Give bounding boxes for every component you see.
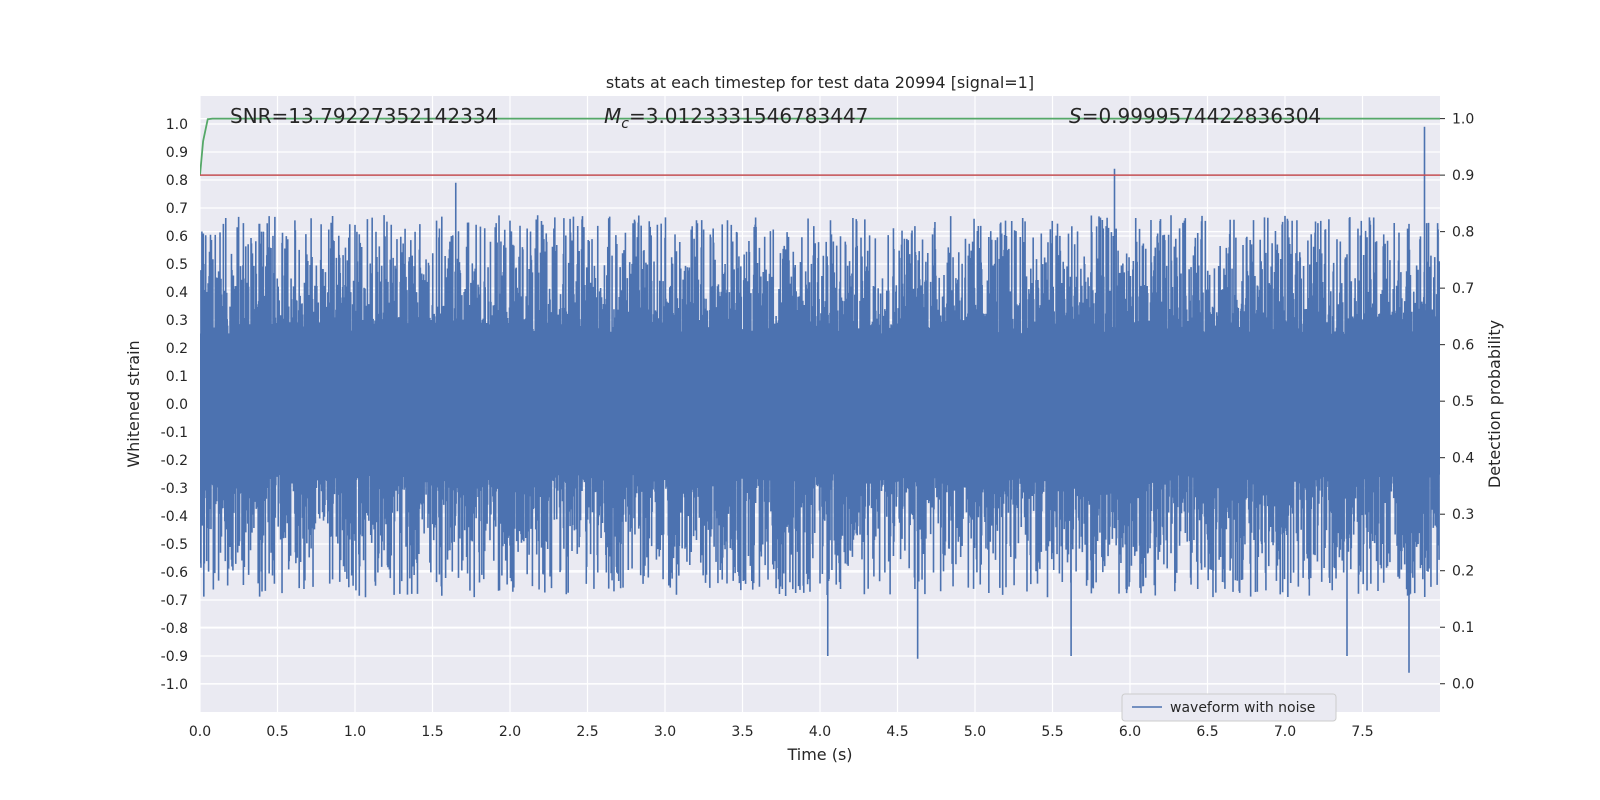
y-left-tick-label: 0.4 — [166, 285, 188, 301]
x-tick-label: 0.5 — [266, 724, 288, 740]
s-symbol: S — [1069, 104, 1082, 128]
chirp-mass-subscript: c — [621, 116, 629, 132]
y-right-tick-label: 0.3 — [1452, 507, 1474, 523]
y-left-tick-label: -0.9 — [161, 649, 188, 665]
y-left-tick-label: -0.8 — [161, 621, 188, 637]
y-right-tick-label: 0.5 — [1452, 394, 1474, 410]
waveform-core-band — [200, 342, 1440, 466]
x-tick-label: 1.5 — [421, 724, 443, 740]
x-tick-label: 2.0 — [499, 724, 521, 740]
y-left-tick-label: -1.0 — [161, 677, 188, 693]
probability-series — [200, 117, 1440, 176]
chirp-mass-value: =3.0123331546783447 — [629, 104, 868, 128]
y-right-tick-label: 0.2 — [1452, 564, 1474, 580]
y-axis-left-label: Whitened strain — [124, 340, 143, 467]
probability-line — [200, 117, 1440, 176]
y-axis-right-label: Detection probability — [1485, 320, 1504, 488]
x-tick-label: 1.0 — [344, 724, 366, 740]
x-tick-label: 5.0 — [964, 724, 986, 740]
chirp-mass-symbol: M — [604, 104, 621, 128]
x-tick-label: 4.5 — [886, 724, 908, 740]
y-left-tick-label: -0.7 — [161, 593, 188, 609]
y-left-tick-label: 0.9 — [166, 145, 188, 161]
x-tick-label: 2.5 — [576, 724, 598, 740]
chart-title: stats at each timestep for test data 209… — [606, 73, 1034, 92]
y-left-tick-label: 0.2 — [166, 341, 188, 357]
y-left-tick-label: -0.4 — [161, 509, 188, 525]
y-right-tick-label: 0.9 — [1452, 168, 1474, 184]
legend: waveform with noise — [1121, 693, 1337, 722]
y-left-tick-label: 1.0 — [166, 117, 188, 133]
y-left-tick-label: 0.6 — [166, 229, 188, 245]
x-tick-label: 7.5 — [1351, 724, 1373, 740]
s-annotation: S=0.9999574422836304 — [1069, 104, 1321, 128]
y-left-tick-label: 0.3 — [166, 313, 188, 329]
x-tick-label: 6.5 — [1196, 724, 1218, 740]
y-right-tick-label: 0.8 — [1452, 225, 1474, 241]
y-right-tick-label: 0.7 — [1452, 281, 1474, 297]
y-right-tick-label: 0.1 — [1452, 620, 1474, 636]
y-axis-left-ticks: 1.0 0.9 0.8 0.7 0.6 0.5 0.4 0.3 0.2 0.1 0.0 -0.1 -0.… — [161, 117, 188, 693]
legend-label-waveform: waveform with noise — [1170, 700, 1315, 716]
legend-box — [1121, 693, 1337, 722]
chirp-mass-annotation: Mc=3.0123331546783447 — [604, 104, 868, 132]
y-left-tick-label: -0.3 — [161, 481, 188, 497]
x-axis-ticks: 0.0 0.5 1.0 1.5 2.0 2.5 3.0 3.5 4.0 4.5 5.0 5.5 6.0 6… — [189, 724, 1374, 740]
waveform-series — [200, 126, 1440, 673]
y-right-tick-label: 0.6 — [1452, 338, 1474, 354]
snr-annotation: SNR=13.79227352142334 — [230, 104, 498, 128]
y-left-tick-label: -0.1 — [161, 425, 188, 441]
y-right-tick-label: 1.0 — [1452, 112, 1474, 128]
y-right-tick-label: 0.0 — [1452, 677, 1474, 693]
x-tick-label: 7.0 — [1274, 724, 1296, 740]
y-left-tick-label: 0.8 — [166, 173, 188, 189]
y-left-tick-label: 0.0 — [166, 397, 188, 413]
x-axis-label: Time (s) — [786, 745, 852, 764]
y-left-tick-label: -0.5 — [161, 537, 188, 553]
y-left-tick-label: 0.5 — [166, 257, 188, 273]
y-left-tick-label: -0.2 — [161, 453, 188, 469]
y-left-tick-label: 0.7 — [166, 201, 188, 217]
y-axis-right-ticks: 1.0 0.9 0.8 0.7 0.6 0.5 0.4 0.3 0.2 0.1 0.0 — [1440, 112, 1474, 693]
x-tick-label: 4.0 — [809, 724, 831, 740]
x-tick-label: 6.0 — [1119, 724, 1141, 740]
x-tick-label: 3.0 — [654, 724, 676, 740]
y-left-tick-label: 0.1 — [166, 369, 188, 385]
x-tick-label: 5.5 — [1041, 724, 1063, 740]
x-tick-label: 0.0 — [189, 724, 211, 740]
s-value: =0.9999574422836304 — [1082, 104, 1321, 128]
y-right-tick-label: 0.4 — [1452, 451, 1474, 467]
y-left-tick-label: -0.6 — [161, 565, 188, 581]
x-tick-label: 3.5 — [731, 724, 753, 740]
